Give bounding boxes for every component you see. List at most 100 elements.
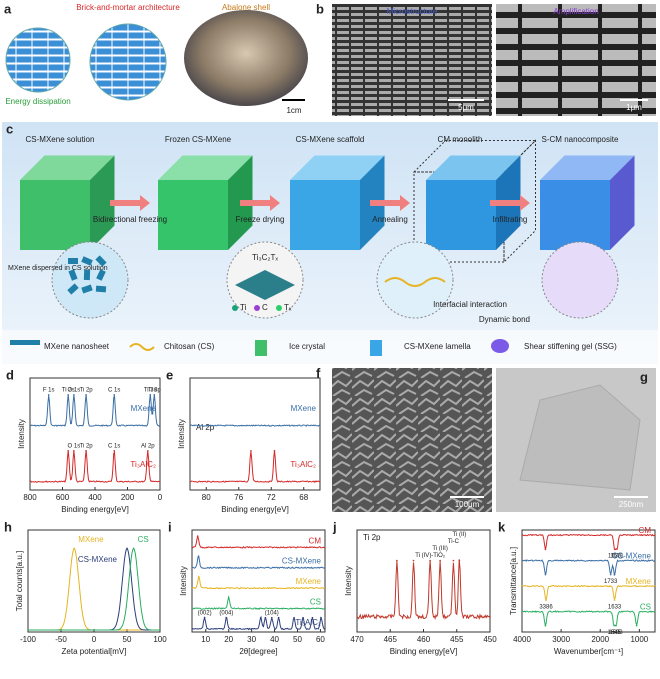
panel-label: h <box>4 519 12 534</box>
spectrum-line <box>192 554 326 570</box>
nanosheet <box>81 256 93 266</box>
x-tick-label: 0 <box>158 493 163 502</box>
x-tick-label: 30 <box>247 635 256 644</box>
formula: Ti₃C₂Tₓ <box>252 253 278 262</box>
x-tick-label: 40 <box>270 635 279 644</box>
x-tick-label: 76 <box>234 493 243 502</box>
stage-label: S-CM nanocomposite <box>542 135 619 144</box>
series-label: MXene <box>296 577 322 586</box>
panel-label: g <box>640 369 648 384</box>
plot-frame <box>189 377 321 491</box>
y-axis-title: Intensity <box>344 566 353 596</box>
peak-mark <box>320 616 322 619</box>
peak-mark <box>613 624 615 627</box>
peak-mark <box>544 573 547 576</box>
step-label: Bidirectional freezing <box>93 215 167 224</box>
peak-mark <box>227 596 230 599</box>
x-axis-title: Binding energy[eV] <box>390 647 458 656</box>
peak-label: 1598 <box>609 630 623 636</box>
atom-label: C <box>262 303 268 312</box>
peak-mark <box>264 616 267 619</box>
panel-label: c <box>6 121 13 136</box>
panel-a: a Brick-and-mortar architecture Abalone … <box>4 1 308 115</box>
sem-image <box>496 4 656 116</box>
series-label: MXene <box>78 535 104 544</box>
peak-mark <box>153 394 156 396</box>
peak-label: 3386 <box>539 605 553 611</box>
spectrum-line <box>191 575 325 590</box>
atom-label: Ti <box>240 303 247 312</box>
x-tick-label: 68 <box>299 493 308 502</box>
peak-mark <box>73 394 75 396</box>
peak-mark <box>203 616 206 619</box>
spectrum-line <box>521 533 656 551</box>
series-label: CS <box>640 603 651 612</box>
peak-label: Ti (II) <box>453 532 467 538</box>
legend-icon <box>491 339 509 353</box>
peak-mark <box>147 450 149 452</box>
stage-label: CS-MXene solution <box>26 135 95 144</box>
nanosheet <box>83 269 91 281</box>
y-axis-title: Intensity <box>177 419 186 449</box>
cube-top <box>20 155 115 180</box>
x-tick-label: 200 <box>121 493 135 502</box>
panel-label: j <box>332 519 337 534</box>
caption: Abalone shell <box>222 3 270 12</box>
peak-mark <box>198 576 200 578</box>
spectrum-line <box>29 394 161 427</box>
spectrum-line <box>191 534 326 549</box>
x-tick-label: 600 <box>56 493 70 502</box>
brick-circle <box>5 27 71 93</box>
spectrum-line <box>521 584 656 601</box>
step-label: Annealing <box>372 215 408 224</box>
sem-image <box>332 368 492 512</box>
series-label: Ti₃AlC₂ <box>295 618 321 627</box>
x-tick-label: 10 <box>201 635 210 644</box>
peak-mark <box>302 616 304 619</box>
x-tick-label: 455 <box>450 635 464 644</box>
peak-label: 1733 <box>604 579 618 585</box>
peak-mark <box>613 573 616 576</box>
peak-label: Al 2p <box>141 443 155 449</box>
peak-mark <box>412 559 415 562</box>
spectrum-line <box>521 559 656 577</box>
peak-mark <box>609 573 612 576</box>
series-label: CS-MXene <box>78 555 118 564</box>
brick-circle <box>89 23 167 101</box>
x-tick-label: 0 <box>92 635 97 644</box>
peak-mark <box>273 450 276 452</box>
scale-label: 5μm <box>458 103 474 112</box>
series-label: CM <box>639 526 652 535</box>
nanosheet <box>68 258 78 264</box>
spectrum-line <box>521 610 656 628</box>
nanosheet <box>81 284 93 294</box>
series-label: CS-MXene <box>612 552 652 561</box>
x-axis-title: Binding energy[eV] <box>221 505 289 514</box>
legend-label: MXene nanosheet <box>44 342 110 351</box>
peak-label: Ti (IV)-TiO₂ <box>415 553 446 559</box>
zoom-circle <box>541 241 619 319</box>
x-tick-label: -50 <box>55 635 67 644</box>
series-label: MXene <box>131 404 157 413</box>
peak-mark <box>73 450 75 452</box>
x-tick-label: 100 <box>153 635 167 644</box>
peak-label: O 1s <box>68 443 81 449</box>
series-label: Ti₃AlC₂ <box>130 460 156 469</box>
x-tick-label: 60 <box>316 635 325 644</box>
arrow <box>110 195 150 211</box>
step-label: Infiltrating <box>493 215 528 224</box>
peak-mark <box>149 394 152 396</box>
peak-mark <box>47 394 50 396</box>
y-axis-title: Transmittance[a.u.] <box>509 547 518 615</box>
series-label: MXene <box>626 577 652 586</box>
x-tick-label: 80 <box>202 493 211 502</box>
legend-label: Shear stiffening gel (SSG) <box>524 342 617 351</box>
cube-top <box>540 155 635 180</box>
peak-label: Ti 3p <box>148 387 162 393</box>
arrow <box>240 195 280 211</box>
x-axis-title: Binding energy[eV] <box>61 505 129 514</box>
spectrum-line <box>190 450 321 484</box>
panel-label: f <box>316 365 321 380</box>
nanosheet <box>68 269 78 281</box>
peak-mark <box>452 559 455 562</box>
